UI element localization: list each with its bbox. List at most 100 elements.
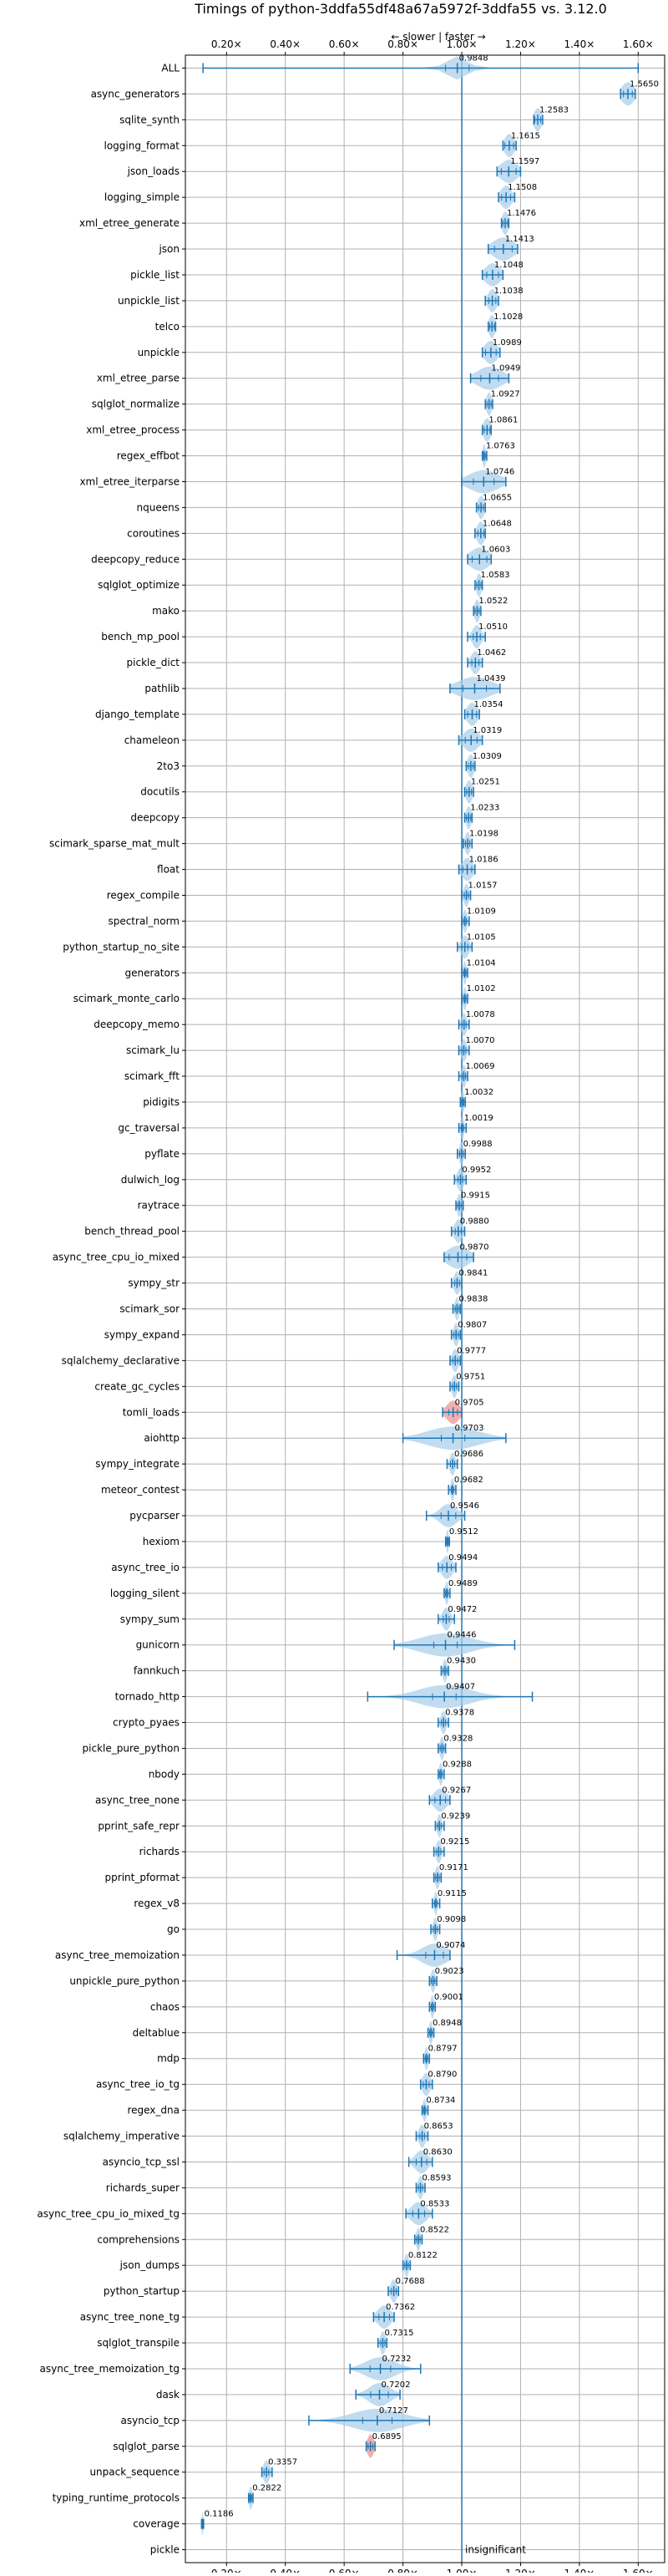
value-label: 0.9407 [446,1683,475,1692]
benchmark-label: deltablue [133,2027,180,2039]
value-label: 1.0989 [493,338,522,348]
value-label: 1.0157 [468,881,498,890]
benchmark-label: comprehensions [97,2233,180,2245]
value-label: 0.9239 [441,1811,470,1821]
benchmark-label: telco [155,321,180,333]
benchmark-label: xml_etree_iterparse [79,475,180,487]
x-tick-label-top: 0.80× [387,38,418,50]
benchmark-label: unpickle_list [118,295,180,307]
value-label: 1.0949 [491,364,520,373]
value-label: 0.8122 [408,2251,438,2260]
value-label: 0.9751 [456,1372,485,1381]
value-label: 0.9267 [442,1786,471,1795]
value-label: 1.1028 [493,312,523,322]
benchmark-label: coverage [133,2518,180,2530]
benchmark-label: xml_etree_parse [97,373,180,384]
value-label: 1.0105 [467,932,496,942]
benchmark-label: gc_traversal [118,1122,180,1134]
benchmark-label: async_tree_cpu_io_mixed_tg [37,2208,180,2219]
benchmark-label: hexiom [143,1536,180,1547]
value-label: 0.6895 [372,2432,402,2441]
value-label: 0.8522 [420,2225,449,2234]
value-label: 0.9430 [447,1657,476,1666]
value-label: 1.0655 [483,493,512,502]
value-label: 1.1048 [494,261,524,270]
value-label: 0.9115 [438,1889,467,1898]
benchmark-label: logging_simple [104,191,180,203]
benchmark-label: mdp [157,2053,180,2065]
value-label: 1.0104 [467,958,496,968]
x-tick-label-bottom: 1.60× [623,2568,654,2573]
benchmark-label: sympy_integrate [95,1458,180,1470]
chart-title: Timings of python-3ddfa55df48a67a5972f-3… [194,1,607,17]
benchmark-label: deepcopy [130,812,180,824]
x-tick-label-top: 1.00× [447,38,478,50]
value-label: 0.9215 [440,1837,469,1847]
benchmark-label: pickle_pure_python [83,1742,180,1754]
x-tick-label-bottom: 0.80× [387,2568,418,2573]
value-label: 1.0309 [473,752,502,761]
value-label: 1.0069 [465,1062,494,1071]
benchmark-label: sqlglot_parse [113,2441,180,2452]
benchmark-label: nqueens [137,501,180,513]
benchmark-label: pathlib [144,683,180,694]
value-label: 1.1615 [511,131,540,140]
value-label: 0.9686 [454,1450,483,1459]
value-label: 0.9807 [458,1320,487,1329]
x-tick-label-bottom: 1.00× [447,2568,478,2573]
benchmark-label: json [158,243,180,255]
benchmark-label: deepcopy_reduce [91,553,180,565]
violin-marks: 0.9848 1.5650 1.2583 1.1615 1.1597 1.1508 1.14… [200,53,659,2563]
value-label: 1.1597 [510,157,539,166]
benchmark-label: ALL [161,62,180,74]
benchmark-label: sqlite_synth [119,114,180,125]
value-label: 0.9001 [434,1993,463,2002]
value-label: 0.9074 [436,1941,465,1950]
value-label: 0.7127 [379,2406,408,2416]
value-label: 0.3357 [268,2458,297,2467]
value-label: 1.0439 [476,674,505,683]
value-label: 1.5650 [630,79,659,89]
value-label: 1.0198 [469,830,498,839]
benchmark-label: async_tree_memoization_tg [40,2363,180,2375]
value-label: 1.0032 [464,1088,493,1097]
value-label: insignificant [465,2544,526,2556]
value-label: 1.0251 [471,778,500,787]
value-label: 0.8797 [428,2045,458,2054]
benchmark-label: richards_super [106,2182,180,2193]
benchmark-label: scimark_lu [126,1044,180,1056]
benchmark-label: python_startup [104,2285,180,2297]
benchmark-label: fannkuch [134,1665,180,1677]
value-label: 0.8948 [433,2019,462,2028]
benchmark-label: raytrace [138,1200,180,1212]
axis-hint: ← slower | faster → [391,31,485,43]
value-label: 0.9098 [437,1915,466,1924]
value-label: 1.2583 [539,105,569,114]
benchmark-label: bench_thread_pool [84,1226,180,1237]
value-label: 0.9489 [448,1579,478,1588]
benchmark-label: unpickle_pure_python [69,1975,180,1987]
benchmark-label: pickle_dict [127,657,180,668]
benchmark-label: logging_format [104,140,180,151]
value-label: 0.7315 [384,2329,413,2338]
benchmark-label: generators [124,967,180,978]
benchmark-label: async_generators [91,88,180,99]
benchmark-label: pickle_list [130,269,180,281]
benchmark-label: regex_dna [127,2105,180,2116]
value-label: 0.7232 [382,2355,412,2364]
value-label: 0.7202 [381,2380,410,2390]
x-tick-label-top: 0.20× [211,38,242,50]
value-label: 1.1413 [505,235,534,244]
value-label: 0.9378 [445,1709,474,1718]
benchmark-label: sqlalchemy_declarative [62,1354,180,1366]
x-tick-label-bottom: 0.40× [270,2568,301,2573]
benchmark-label: async_tree_io_tg [96,2079,180,2091]
plot-frame [185,54,665,2563]
value-label: 1.1038 [494,287,524,296]
benchmark-label: unpack_sequence [89,2467,180,2478]
benchmark-label: scimark_monte_carlo [73,993,180,1004]
benchmark-label: pyflate [144,1148,180,1160]
x-tick-label-bottom: 1.20× [505,2568,536,2573]
x-tick-label-bottom: 0.20× [211,2568,242,2573]
